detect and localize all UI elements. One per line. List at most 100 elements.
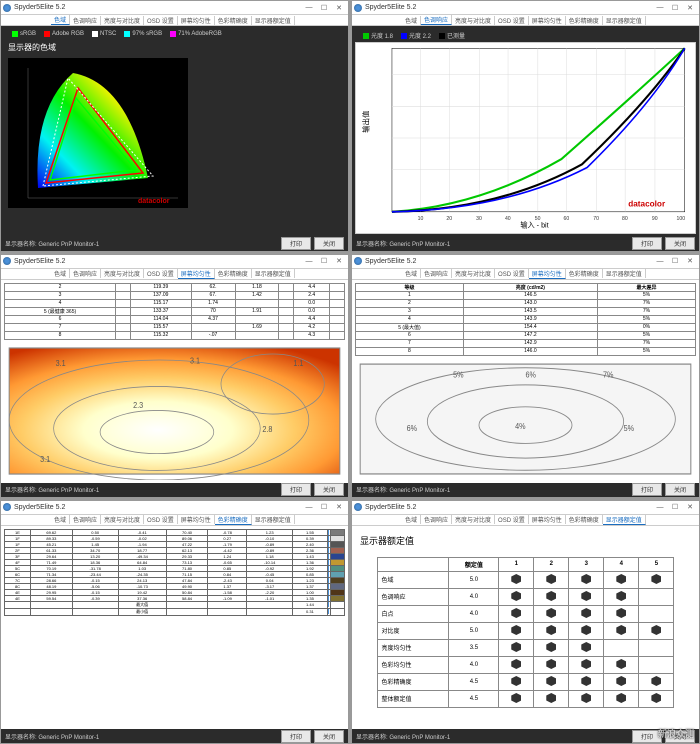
tab-2[interactable]: 亮度与对比度 <box>101 269 144 278</box>
tab-0[interactable]: 色域 <box>402 515 421 524</box>
svg-text:1.1: 1.1 <box>293 358 303 368</box>
maximize-button[interactable]: ☐ <box>317 3 331 13</box>
maximize-button[interactable]: ☐ <box>317 256 331 266</box>
tab-5[interactable]: 色彩精确度 <box>215 269 252 278</box>
panel-title: 显示器的色域 <box>8 42 345 53</box>
tab-0[interactable]: 色域 <box>402 269 421 278</box>
minimize-button[interactable]: — <box>653 256 667 266</box>
tab-2[interactable]: 亮度与对比度 <box>452 269 495 278</box>
tab-5[interactable]: 色彩精确度 <box>566 16 603 25</box>
minimize-button[interactable]: — <box>302 502 316 512</box>
tab-3[interactable]: OSD 设置 <box>495 515 529 524</box>
tab-6[interactable]: 显示器额定值 <box>603 16 646 25</box>
tab-3[interactable]: OSD 设置 <box>144 269 178 278</box>
monitor-name: 显示器名称: Generic PnP Monitor-1 <box>356 239 450 248</box>
close-button[interactable]: ✕ <box>332 3 346 13</box>
gamut-legend: sRGBAdobe RGBNTSC97% sRGB71% AdobeRGB <box>4 29 345 39</box>
window-accuracy: Spyder5Elite 5.2—☐✕ 色域色调响应亮度与对比度OSD 设置屏幕… <box>0 500 349 744</box>
tab-5[interactable]: 色彩精确度 <box>215 16 252 25</box>
window-controls: — ☐ ✕ <box>302 3 346 13</box>
tab-5[interactable]: 色彩精确度 <box>566 515 603 524</box>
tab-6[interactable]: 显示器额定值 <box>252 269 295 278</box>
svg-text:3.1: 3.1 <box>40 454 50 464</box>
svg-text:6%: 6% <box>407 424 417 434</box>
close-button[interactable]: ✕ <box>332 502 346 512</box>
print-button[interactable]: 打印 <box>281 730 311 743</box>
tab-6[interactable]: 显示器额定值 <box>252 515 295 524</box>
print-button[interactable]: 打印 <box>632 237 662 250</box>
tab-4[interactable]: 屏幕均匀性 <box>178 269 215 279</box>
tab-3[interactable]: OSD 设置 <box>144 16 178 25</box>
tab-2[interactable]: 亮度与对比度 <box>452 16 495 25</box>
tab-0[interactable]: 色域 <box>402 16 421 25</box>
tab-3[interactable]: OSD 设置 <box>495 16 529 25</box>
svg-text:5%: 5% <box>453 370 463 380</box>
close-button[interactable]: 关闭 <box>314 730 344 743</box>
svg-text:2.8: 2.8 <box>262 424 273 434</box>
maximize-button[interactable]: ☐ <box>668 502 682 512</box>
minimize-button[interactable]: — <box>302 256 316 266</box>
tab-0[interactable]: 色域 <box>51 15 70 25</box>
maximize-button[interactable]: ☐ <box>317 502 331 512</box>
close-button[interactable]: ✕ <box>683 502 697 512</box>
tab-4[interactable]: 屏幕均匀性 <box>178 515 215 524</box>
monitor-name: 显示器名称: Generic PnP Monitor-1 <box>5 239 99 248</box>
tab-2[interactable]: 亮度与对比度 <box>452 515 495 524</box>
svg-text:30: 30 <box>476 216 482 222</box>
tab-5[interactable]: 色彩精确度 <box>215 515 252 525</box>
tab-4[interactable]: 屏幕均匀性 <box>529 515 566 524</box>
tab-4[interactable]: 屏幕均匀性 <box>529 269 566 279</box>
close-button[interactable]: 关闭 <box>665 237 695 250</box>
tab-1[interactable]: 色调响应 <box>70 515 101 524</box>
minimize-button[interactable]: — <box>653 3 667 13</box>
tab-6[interactable]: 显示器额定值 <box>603 515 646 525</box>
content: 显示器额定值 额定值12345色域5.0色调响应4.0白点4.0对比度5.0亮度… <box>352 526 699 729</box>
app-title: Spyder5Elite 5.2 <box>365 504 416 511</box>
uniformity-table: 2119.3962.1.184.43137.0967.1.422.44115.1… <box>4 283 345 340</box>
app-title: Spyder5Elite 5.2 <box>14 4 65 11</box>
tab-0[interactable]: 色域 <box>51 515 70 524</box>
close-button[interactable]: ✕ <box>332 256 346 266</box>
tabs: 色域色调响应亮度与对比度OSD 设置屏幕均匀性色彩精确度显示器额定值 <box>1 15 348 26</box>
titlebar: Spyder5Elite 5.2 —☐✕ <box>352 1 699 15</box>
tab-1[interactable]: 色调响应 <box>421 515 452 524</box>
window-gamut: Spyder5Elite 5.2 — ☐ ✕ 色域色调响应亮度与对比度OSD 设… <box>0 0 349 252</box>
close-button[interactable]: 关闭 <box>314 483 344 496</box>
footer: 显示器名称: Generic PnP Monitor-1 打印 关闭 <box>1 237 348 251</box>
app-title: Spyder5Elite 5.2 <box>365 4 416 11</box>
maximize-button[interactable]: ☐ <box>668 256 682 266</box>
close-button[interactable]: 关闭 <box>314 237 344 250</box>
tab-3[interactable]: OSD 设置 <box>144 515 178 524</box>
svg-text:输出值: 输出值 <box>361 111 370 133</box>
footer: 显示器名称: Generic PnP Monitor-1 打印关闭 <box>352 237 699 251</box>
svg-text:datacolor: datacolor <box>138 198 170 205</box>
print-button[interactable]: 打印 <box>632 483 662 496</box>
tab-3[interactable]: OSD 设置 <box>495 269 529 278</box>
print-button[interactable]: 打印 <box>281 483 311 496</box>
svg-text:80: 80 <box>622 216 628 222</box>
maximize-button[interactable]: ☐ <box>668 3 682 13</box>
print-button[interactable]: 打印 <box>281 237 311 250</box>
tab-0[interactable]: 色域 <box>51 269 70 278</box>
tab-6[interactable]: 显示器额定值 <box>252 16 295 25</box>
close-button[interactable]: ✕ <box>683 3 697 13</box>
tab-1[interactable]: 色调响应 <box>70 16 101 25</box>
tab-2[interactable]: 亮度与对比度 <box>101 16 144 25</box>
close-button[interactable]: 关闭 <box>665 483 695 496</box>
window-rating: Spyder5Elite 5.2 —☐✕ 色域色调响应亮度与对比度OSD 设置屏幕… <box>351 500 700 744</box>
tab-5[interactable]: 色彩精确度 <box>566 269 603 278</box>
tab-6[interactable]: 显示器额定值 <box>603 269 646 278</box>
svg-text:60: 60 <box>564 216 570 222</box>
tab-4[interactable]: 屏幕均匀性 <box>178 16 215 25</box>
tab-2[interactable]: 亮度与对比度 <box>101 515 144 524</box>
minimize-button[interactable]: — <box>653 502 667 512</box>
accuracy-table: 1E69.620.50-0.4170.40-0.781.231.551F89.3… <box>4 529 345 616</box>
close-button[interactable]: ✕ <box>683 256 697 266</box>
minimize-button[interactable]: — <box>302 3 316 13</box>
tab-1[interactable]: 色调响应 <box>421 269 452 278</box>
tab-4[interactable]: 屏幕均匀性 <box>529 16 566 25</box>
tab-1[interactable]: 色调响应 <box>421 15 452 25</box>
tab-1[interactable]: 色调响应 <box>70 269 101 278</box>
svg-text:datacolor: datacolor <box>628 198 666 208</box>
window-gamma: Spyder5Elite 5.2 —☐✕ 色域色调响应亮度与对比度OSD 设置屏… <box>351 0 700 252</box>
